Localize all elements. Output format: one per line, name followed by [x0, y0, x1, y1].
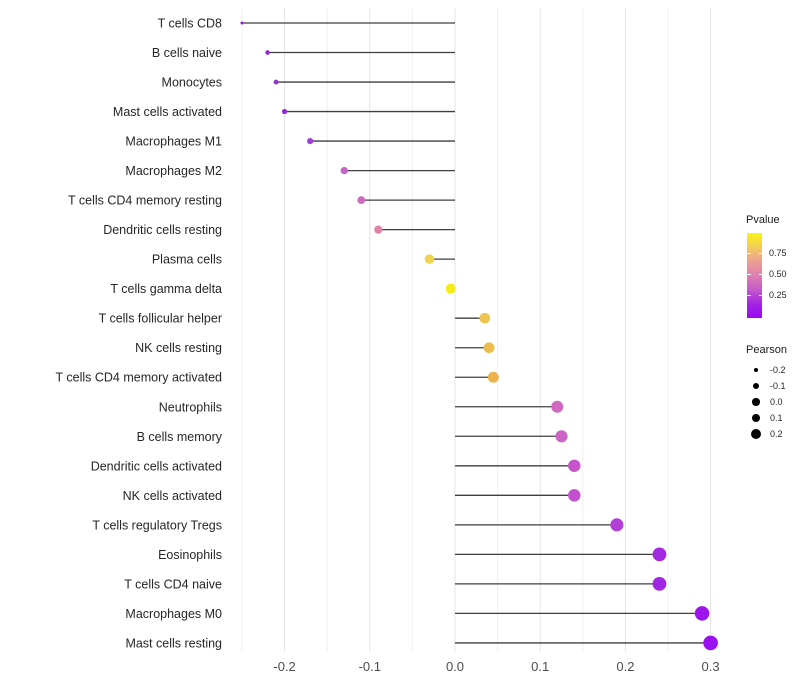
category-label: T cells regulatory Tregs	[92, 518, 222, 532]
category-label: Mast cells resting	[125, 636, 222, 650]
category-label: Macrophages M1	[125, 135, 222, 149]
category-label: Macrophages M2	[125, 164, 222, 178]
colorbar-tick	[758, 253, 762, 254]
colorbar-tick	[747, 274, 751, 275]
lollipop-dot	[703, 635, 718, 651]
category-label: Eosinophils	[158, 548, 222, 562]
pearson-legend-dot-cell	[748, 378, 764, 394]
category-label: Monocytes	[162, 76, 222, 90]
lollipop-dot	[307, 137, 314, 145]
category-label: Dendritic cells activated	[91, 459, 222, 473]
pearson-legend-dot	[753, 367, 759, 373]
category-label: T cells CD4 memory resting	[68, 194, 222, 208]
x-tick-label: 0.2	[616, 659, 634, 674]
lollipop-dot	[568, 459, 581, 473]
category-label: Dendritic cells resting	[103, 223, 222, 237]
category-label: Plasma cells	[152, 253, 222, 267]
x-tick-label: 0.3	[702, 659, 720, 674]
category-label: NK cells activated	[123, 489, 222, 503]
lollipop-dot	[340, 166, 348, 175]
category-label: NK cells resting	[135, 341, 222, 355]
pearson-legend-label: -0.1	[770, 381, 786, 391]
colorbar-tick	[747, 253, 751, 254]
lollipop-dot	[273, 79, 279, 85]
colorbar-tick	[758, 295, 762, 296]
lollipop-dot	[568, 489, 581, 502]
lollipop-dot	[555, 430, 568, 443]
lollipop-dot	[240, 21, 244, 25]
pearson-legend-dot-cell	[748, 362, 764, 378]
colorbar-tick	[747, 295, 751, 296]
pearson-legend-dot	[751, 413, 761, 423]
lollipop-dot	[357, 196, 366, 205]
pvalue-tick-label: 0.75	[769, 248, 787, 258]
category-label: Neutrophils	[159, 400, 222, 414]
pearson-legend-dot	[753, 383, 759, 389]
lollipop-dot	[479, 312, 491, 324]
x-tick-label: -0.2	[273, 659, 295, 674]
pearson-legend-dot	[752, 398, 760, 406]
pearson-legend-title: Pearson	[746, 344, 787, 356]
category-label: T cells CD8	[158, 17, 222, 31]
category-label: T cells gamma delta	[110, 282, 222, 296]
pvalue-legend-title: Pvalue	[746, 214, 780, 226]
pearson-legend-label: -0.2	[770, 365, 786, 375]
pearson-legend-item: -0.1	[748, 378, 800, 394]
lollipop-dot	[652, 547, 667, 562]
category-label: B cells naive	[152, 46, 222, 60]
pvalue-tick-label: 0.50	[769, 269, 787, 279]
pvalue-color-legend: Pvalue 0.75 0.50 0.25	[746, 214, 800, 318]
pearson-legend-label: 0.1	[770, 413, 783, 423]
lollipop-dot	[694, 606, 710, 621]
pearson-legend-item: -0.2	[748, 362, 800, 378]
pearson-legend-dot	[751, 429, 761, 439]
category-label: T cells CD4 memory activated	[56, 371, 223, 385]
category-label: T cells CD4 naive	[124, 577, 222, 591]
lollipop-dot	[281, 108, 288, 115]
lollipop-dot	[374, 225, 383, 234]
pearson-legend-dot-cell	[748, 410, 764, 426]
lollipop-dot	[483, 342, 495, 354]
lollipop-dot	[265, 50, 270, 55]
lollipop-dot	[445, 283, 456, 294]
lollipop-dot	[610, 518, 624, 532]
pvalue-tick-label: 0.25	[769, 290, 787, 300]
x-tick-label: -0.1	[359, 659, 381, 674]
pearson-legend-label: 0.0	[770, 397, 783, 407]
lollipop-dot	[652, 576, 667, 591]
pearson-legend-dot-cell	[748, 394, 764, 410]
category-label: Mast cells activated	[113, 105, 222, 119]
pearson-legend-item: 0.1	[748, 410, 800, 426]
x-tick-label: 0.0	[446, 659, 464, 674]
pearson-legend-label: 0.2	[770, 429, 783, 439]
pearson-legend-dot-cell	[748, 426, 764, 442]
pearson-legend-item: 0.0	[748, 394, 800, 410]
pearson-size-legend: Pearson -0.2 -0.1 0.0 0.1 0.2	[746, 344, 800, 442]
lollipop-dot	[551, 400, 564, 413]
pvalue-colorbar-wrap: 0.75 0.50 0.25	[746, 233, 800, 318]
x-tick-label: 0.1	[531, 659, 549, 674]
category-label: T cells follicular helper	[99, 312, 222, 326]
lollipop-dot	[424, 254, 435, 264]
category-label: B cells memory	[137, 430, 223, 444]
colorbar-tick	[758, 274, 762, 275]
pearson-legend-item: 0.2	[748, 426, 800, 442]
pvalue-colorbar	[747, 233, 762, 318]
lollipop-dot	[487, 371, 499, 383]
category-label: Macrophages M0	[125, 607, 222, 621]
